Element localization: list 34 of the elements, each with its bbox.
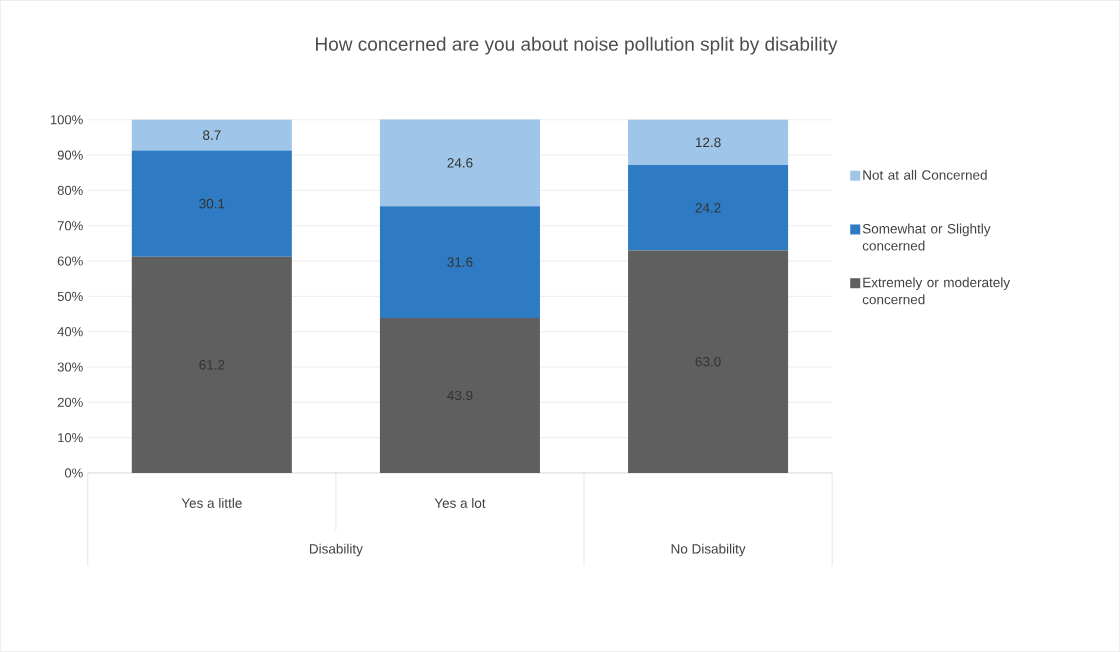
text: Disability: [309, 543, 363, 557]
bar: [379, 206, 540, 319]
bar: [131, 150, 292, 257]
text: No Disability: [671, 543, 746, 557]
y-tick-label: 100%: [50, 115, 83, 125]
bar: [131, 256, 292, 474]
y-tick-label: 90%: [57, 150, 83, 160]
bar: [628, 119, 789, 166]
x-tick-label: Yes a little: [181, 498, 242, 509]
data-label: 31.6: [447, 257, 473, 267]
data-label: 8.7: [203, 130, 221, 141]
bar: [628, 165, 789, 251]
y-tick-label: 30%: [57, 362, 83, 372]
data-label: 12.8: [695, 137, 721, 148]
bar: [379, 119, 540, 207]
y-tick-label: 80%: [57, 185, 83, 196]
legend-label: Not at all Concerned: [863, 169, 987, 180]
bar: [131, 119, 292, 151]
y-tick-label: 40%: [57, 327, 83, 337]
y-tick-label: 70%: [57, 221, 83, 231]
data-label: 24.6: [447, 158, 473, 168]
y-tick-label: 60%: [57, 256, 83, 266]
data-label: 30.1: [199, 198, 225, 209]
y-tick-label: 0%: [64, 468, 83, 478]
y-tick-label: 10%: [58, 433, 83, 443]
y-tick-label: 20%: [57, 397, 83, 408]
legend-label: Extremely or moderately concerned: [862, 277, 1011, 305]
y-tick-label: 50%: [57, 291, 83, 302]
bar: [628, 250, 789, 474]
data-label: 24.2: [695, 203, 721, 213]
chart-title: How concerned are you about noise pollution split by disability: [316, 36, 838, 55]
legend-label: Somewhat or Slightly concerned: [862, 223, 991, 251]
bar: [379, 318, 540, 474]
x-tick-label: Yes a lot: [434, 498, 486, 509]
